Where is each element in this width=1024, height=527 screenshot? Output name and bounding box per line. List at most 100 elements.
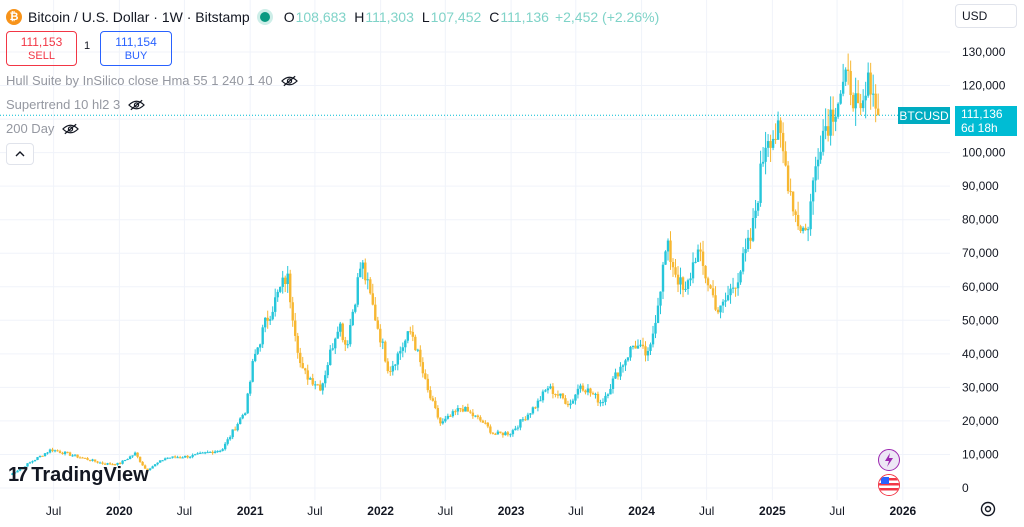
candle bbox=[168, 457, 172, 459]
candle bbox=[681, 276, 685, 298]
candle bbox=[444, 415, 447, 423]
candle bbox=[601, 398, 605, 407]
candle bbox=[261, 324, 264, 348]
candle bbox=[524, 416, 527, 421]
x-tick-label: Jul bbox=[46, 504, 61, 518]
buy-button[interactable]: 111,154 BUY bbox=[100, 31, 172, 66]
close-value: 111,136 bbox=[500, 9, 549, 25]
indicator-supertrend[interactable]: Supertrend 10 hl2 3 bbox=[6, 97, 146, 112]
candle bbox=[48, 448, 52, 454]
candle bbox=[424, 369, 427, 380]
x-tick-label: 2021 bbox=[237, 504, 264, 518]
y-tick-label: 60,000 bbox=[962, 280, 999, 294]
x-tick-label: Jul bbox=[568, 504, 583, 518]
candle bbox=[766, 134, 770, 157]
indicator-label: 200 Day bbox=[6, 121, 55, 136]
candle bbox=[339, 321, 342, 337]
indicator-200-day[interactable]: 200 Day bbox=[6, 121, 80, 136]
x-tick-label: Jul bbox=[177, 504, 192, 518]
candle bbox=[834, 107, 837, 132]
candle bbox=[76, 454, 79, 459]
settings-gear-icon[interactable] bbox=[979, 500, 997, 518]
candle bbox=[364, 258, 367, 285]
candle bbox=[151, 465, 154, 469]
candle bbox=[41, 455, 44, 457]
candle bbox=[736, 273, 740, 296]
candle bbox=[679, 267, 682, 295]
us-flag-icon[interactable] bbox=[878, 474, 900, 496]
candle bbox=[626, 357, 630, 362]
lightning-icon[interactable] bbox=[878, 449, 900, 471]
candle bbox=[751, 208, 755, 243]
candle bbox=[108, 462, 112, 465]
candle bbox=[123, 459, 127, 462]
candle bbox=[21, 467, 24, 470]
candle bbox=[251, 358, 254, 383]
candle bbox=[536, 398, 540, 412]
collapse-legend-button[interactable] bbox=[6, 143, 34, 165]
candle bbox=[699, 242, 702, 262]
candle bbox=[856, 80, 860, 104]
candle bbox=[784, 141, 787, 167]
price-axis[interactable]: 0 10,000 20,000 30,000 40,000 50,000 60,000 70,… bbox=[950, 0, 1024, 527]
low-value: 107,452 bbox=[430, 9, 482, 25]
candle bbox=[51, 447, 54, 453]
candle bbox=[128, 455, 132, 460]
y-tick-label: 30,000 bbox=[962, 380, 999, 394]
candle bbox=[651, 325, 655, 348]
last-price-tag: BTCUSD bbox=[898, 107, 956, 125]
candle bbox=[571, 398, 575, 404]
candle bbox=[579, 383, 582, 393]
candle bbox=[376, 316, 379, 330]
candle bbox=[439, 417, 442, 426]
candle bbox=[741, 247, 745, 275]
eye-hidden-icon[interactable] bbox=[62, 123, 80, 135]
sell-button[interactable]: 111,153 SELL bbox=[6, 31, 77, 66]
candle bbox=[829, 96, 832, 146]
candle bbox=[18, 468, 22, 472]
candle bbox=[286, 265, 289, 293]
eye-hidden-icon[interactable] bbox=[280, 75, 298, 87]
candle bbox=[131, 455, 134, 458]
candle bbox=[831, 96, 835, 136]
candle bbox=[706, 276, 710, 292]
candle bbox=[639, 339, 642, 348]
time-axis[interactable]: Jul 2020 Jul 2021 Jul 2022 Jul 2023 Jul 2024 Jul 20… bbox=[46, 504, 917, 518]
candle bbox=[811, 177, 815, 215]
candle bbox=[46, 451, 49, 455]
candle bbox=[446, 413, 450, 420]
legend-header: ₿ Bitcoin / U.S. Dollar · 1W · Bitstamp … bbox=[6, 6, 659, 28]
candle bbox=[106, 462, 109, 466]
candle bbox=[576, 384, 580, 399]
candle bbox=[263, 317, 267, 333]
eye-hidden-icon[interactable] bbox=[128, 99, 146, 111]
candle bbox=[231, 429, 234, 440]
tradingview-logo[interactable]: 17 TradingView bbox=[8, 464, 149, 487]
candle bbox=[519, 419, 522, 431]
candle bbox=[826, 109, 830, 142]
candle bbox=[396, 351, 399, 371]
candle bbox=[409, 326, 412, 335]
symbol-title[interactable]: Bitcoin / U.S. Dollar · 1W · Bitstamp bbox=[28, 9, 250, 25]
candle bbox=[441, 418, 445, 425]
candle bbox=[739, 269, 742, 285]
candle bbox=[98, 461, 102, 464]
candle bbox=[871, 74, 875, 107]
y-tick-label: 100,000 bbox=[962, 146, 1006, 160]
candle bbox=[854, 77, 857, 126]
candle bbox=[546, 385, 550, 394]
candle bbox=[594, 392, 597, 399]
indicator-label: Hull Suite by InSilico close Hma 55 1 24… bbox=[6, 73, 273, 88]
candle bbox=[726, 285, 730, 302]
candle bbox=[499, 431, 502, 434]
candle bbox=[276, 289, 279, 302]
candle bbox=[93, 459, 97, 463]
candle bbox=[434, 397, 437, 410]
indicator-hull-suite[interactable]: Hull Suite by InSilico close Hma 55 1 24… bbox=[6, 73, 298, 88]
candle bbox=[599, 399, 602, 407]
y-tick-label: 40,000 bbox=[962, 347, 999, 361]
candle bbox=[331, 343, 334, 351]
currency-select[interactable]: USD bbox=[955, 4, 1017, 28]
